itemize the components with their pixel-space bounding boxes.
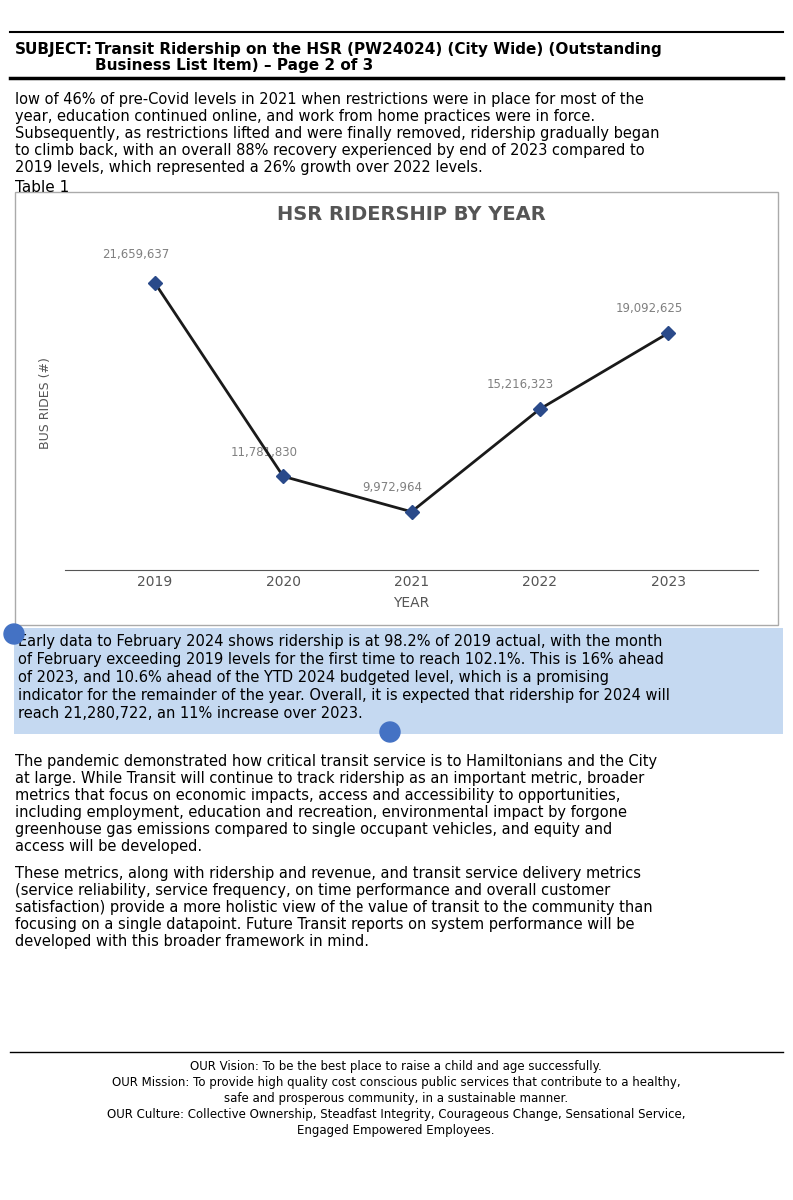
Text: indicator for the remainder of the year. Overall, it is expected that ridership : indicator for the remainder of the year.…: [18, 688, 670, 703]
Text: Early data to February 2024 shows ridership is at 98.2% of 2019 actual, with the: Early data to February 2024 shows riders…: [18, 634, 662, 649]
Text: at large. While Transit will continue to track ridership as an important metric,: at large. While Transit will continue to…: [15, 770, 644, 786]
Text: safe and prosperous community, in a sustainable manner.: safe and prosperous community, in a sust…: [224, 1092, 568, 1105]
Text: 2019 levels, which represented a 26% growth over 2022 levels.: 2019 levels, which represented a 26% gro…: [15, 160, 483, 175]
Text: Transit Ridership on the HSR (PW24024) (City Wide) (Outstanding: Transit Ridership on the HSR (PW24024) (…: [95, 42, 661, 56]
Text: 21,659,637: 21,659,637: [102, 248, 169, 262]
Text: focusing on a single datapoint. Future Transit reports on system performance wil: focusing on a single datapoint. Future T…: [15, 917, 634, 932]
FancyBboxPatch shape: [14, 628, 783, 734]
Text: The pandemic demonstrated how critical transit service is to Hamiltonians and th: The pandemic demonstrated how critical t…: [15, 754, 657, 769]
Circle shape: [380, 722, 400, 742]
Text: of 2023, and 10.6% ahead of the YTD 2024 budgeted level, which is a promising: of 2023, and 10.6% ahead of the YTD 2024…: [18, 670, 609, 685]
Text: 11,781,830: 11,781,830: [231, 445, 297, 458]
Text: 9,972,964: 9,972,964: [362, 481, 422, 494]
Title: HSR RIDERSHIP BY YEAR: HSR RIDERSHIP BY YEAR: [277, 205, 546, 224]
Text: developed with this broader framework in mind.: developed with this broader framework in…: [15, 934, 369, 949]
Text: including employment, education and recreation, environmental impact by forgone: including employment, education and recr…: [15, 805, 627, 820]
Text: SUBJECT:: SUBJECT:: [15, 42, 93, 56]
Text: OUR Mission: To provide high quality cost conscious public services that contrib: OUR Mission: To provide high quality cos…: [112, 1076, 680, 1090]
Text: satisfaction) provide a more holistic view of the value of transit to the commun: satisfaction) provide a more holistic vi…: [15, 900, 653, 914]
Text: Table 1: Table 1: [15, 180, 69, 194]
Text: OUR Vision: To be the best place to raise a child and age successfully.: OUR Vision: To be the best place to rais…: [190, 1060, 602, 1073]
Text: of February exceeding 2019 levels for the first time to reach 102.1%. This is 16: of February exceeding 2019 levels for th…: [18, 652, 664, 667]
Text: low of 46% of pre-Covid levels in 2021 when restrictions were in place for most : low of 46% of pre-Covid levels in 2021 w…: [15, 92, 644, 107]
Text: Engaged Empowered Employees.: Engaged Empowered Employees.: [297, 1124, 495, 1138]
Text: to climb back, with an overall 88% recovery experienced by end of 2023 compared : to climb back, with an overall 88% recov…: [15, 143, 645, 158]
Text: OUR Culture: Collective Ownership, Steadfast Integrity, Courageous Change, Sensa: OUR Culture: Collective Ownership, Stead…: [107, 1108, 685, 1121]
Text: BUS RIDES (#): BUS RIDES (#): [39, 358, 52, 450]
Text: Business List Item) – Page 2 of 3: Business List Item) – Page 2 of 3: [95, 58, 374, 73]
Text: These metrics, along with ridership and revenue, and transit service delivery me: These metrics, along with ridership and …: [15, 866, 641, 881]
Text: greenhouse gas emissions compared to single occupant vehicles, and equity and: greenhouse gas emissions compared to sin…: [15, 822, 612, 838]
Text: year, education continued online, and work from home practices were in force.: year, education continued online, and wo…: [15, 109, 595, 124]
Text: reach 21,280,722, an 11% increase over 2023.: reach 21,280,722, an 11% increase over 2…: [18, 706, 362, 721]
Text: 19,092,625: 19,092,625: [615, 302, 683, 316]
X-axis label: YEAR: YEAR: [393, 596, 430, 610]
Text: metrics that focus on economic impacts, access and accessibility to opportunitie: metrics that focus on economic impacts, …: [15, 788, 620, 803]
FancyBboxPatch shape: [15, 192, 778, 625]
Text: 15,216,323: 15,216,323: [487, 378, 554, 391]
Text: (service reliability, service frequency, on time performance and overall custome: (service reliability, service frequency,…: [15, 883, 611, 898]
Circle shape: [4, 624, 24, 644]
Text: access will be developed.: access will be developed.: [15, 839, 202, 854]
Text: Subsequently, as restrictions lifted and were finally removed, ridership gradual: Subsequently, as restrictions lifted and…: [15, 126, 660, 140]
